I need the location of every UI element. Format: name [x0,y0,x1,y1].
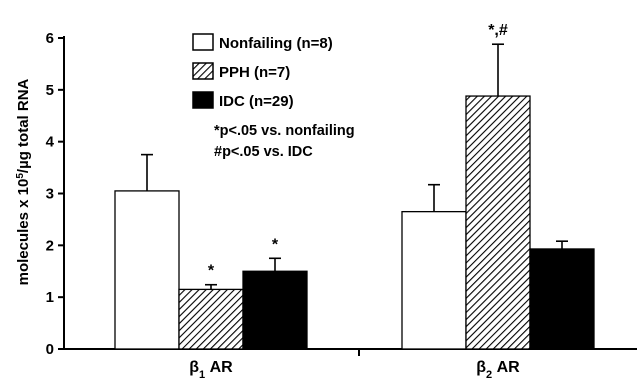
legend-label-idc: IDC (n=29) [219,93,294,110]
labels: * * *,# β1 AR β2 AR [189,22,520,381]
legend-swatch-nonfailing [192,33,214,51]
note-idc: #p<.05 vs. IDC [214,144,313,160]
y-tick-label: 0 [46,341,54,358]
x-category-label-beta1: β1 AR [189,359,233,381]
bar-pph-beta2 [465,95,531,350]
significance-marker: * [208,263,215,280]
bar-idc-beta1 [242,270,308,350]
y-tick-label: 2 [46,237,54,254]
y-tick-label: 5 [46,82,54,99]
note-nonfailing: *p<.05 vs. nonfailing [214,123,355,139]
y-axis-label: molecules x 105/µg total RNA [15,78,33,285]
y-tick-label: 6 [46,30,54,47]
legend: Nonfailing (n=8) PPH (n=7) IDC (n=29) *p… [192,33,355,160]
significance-marker: *,# [488,22,508,39]
legend-swatch-pph [192,62,214,80]
y-tick-label: 3 [46,186,54,203]
x-category-label-beta2: β2 AR [476,359,520,381]
bar-nonfailing-beta2 [401,210,467,350]
legend-label-pph: PPH (n=7) [219,64,290,81]
y-tick-label: 1 [46,289,54,306]
bar-idc-beta2 [529,248,595,350]
legend-swatch-idc [192,91,214,109]
bar-pph-beta1 [178,288,244,350]
bars [114,43,595,350]
significance-marker: * [272,236,279,253]
bar-nonfailing-beta1 [114,190,180,350]
y-tick-label: 4 [46,134,55,151]
legend-label-nonfailing: Nonfailing (n=8) [219,35,333,52]
